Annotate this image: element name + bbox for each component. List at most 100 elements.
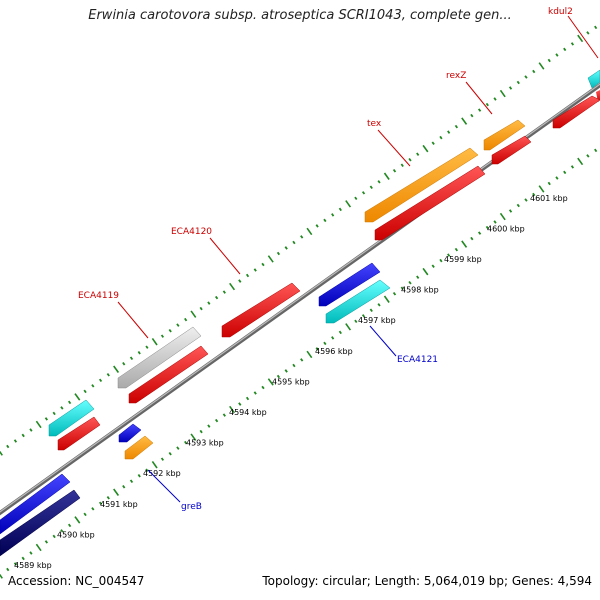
gene-label-eca4121[interactable]: ECA4121 xyxy=(397,355,438,365)
scale-tick xyxy=(13,439,18,443)
scale-tick xyxy=(499,89,506,98)
scale-tick xyxy=(168,451,172,456)
gene-block[interactable] xyxy=(0,473,71,535)
gene-label-eca4120[interactable]: ECA4120 xyxy=(171,227,212,237)
scale-tick xyxy=(222,290,226,294)
scale-tick xyxy=(44,417,49,421)
gene-label-tex[interactable]: tex xyxy=(367,119,382,129)
scale-tick xyxy=(416,275,420,279)
scale-tick xyxy=(477,108,482,112)
scale-tick xyxy=(113,365,120,373)
tick-label: 4590 kbp xyxy=(57,530,95,539)
scale-tick xyxy=(470,236,474,241)
scale-tick xyxy=(238,279,242,283)
scale-tick xyxy=(253,391,257,395)
scale-tick xyxy=(431,264,435,268)
scale-tick xyxy=(454,247,459,252)
scale-tick xyxy=(454,124,459,129)
scale-tick xyxy=(245,396,250,401)
scale-tick xyxy=(563,47,567,52)
scale-tick xyxy=(439,135,443,140)
scale-tick xyxy=(493,220,497,224)
scale-tick xyxy=(129,356,134,361)
gene-block[interactable] xyxy=(491,135,532,165)
scale-tick xyxy=(276,374,281,379)
gene-block[interactable] xyxy=(0,489,81,557)
scale-tick xyxy=(532,192,536,197)
scale-tick xyxy=(524,75,528,79)
gene-tex[interactable] xyxy=(364,147,479,223)
scale-tick xyxy=(400,286,404,291)
scale-tick xyxy=(122,361,126,366)
scale-tick xyxy=(461,117,468,125)
gene-eca4120[interactable] xyxy=(221,282,301,338)
scale-tick xyxy=(306,350,313,359)
scale-tick xyxy=(594,25,598,30)
gene-block[interactable] xyxy=(552,95,600,129)
tick-label: 4601 kbp xyxy=(530,194,568,203)
scale-tick xyxy=(524,198,528,202)
tick-label: 4598 kbp xyxy=(401,286,439,295)
gene-block[interactable] xyxy=(118,423,142,443)
scale-tick xyxy=(0,450,3,456)
scale-tick xyxy=(245,273,250,278)
gene-rexz[interactable] xyxy=(483,119,526,151)
scale-tick xyxy=(214,295,219,300)
gene-block[interactable] xyxy=(128,345,209,404)
gene-block[interactable] xyxy=(587,69,600,89)
scale-tick xyxy=(538,62,545,70)
scale-tick xyxy=(499,212,506,221)
gene-label-greb[interactable]: greB xyxy=(181,502,202,512)
scale-tick xyxy=(570,165,575,169)
scale-tick xyxy=(477,231,482,235)
map-title: Erwinia carotovora subsp. atroseptica SC… xyxy=(88,8,512,23)
scale-tick xyxy=(306,227,313,236)
scale-tick xyxy=(461,240,468,248)
gene-block[interactable] xyxy=(596,90,600,102)
gene-block[interactable] xyxy=(48,399,95,437)
scale-tick xyxy=(60,529,64,533)
scale-tick xyxy=(199,429,203,434)
scale-tick xyxy=(538,185,545,193)
gene-eca4121[interactable] xyxy=(325,279,391,324)
scale-tick xyxy=(447,253,451,257)
scale-tick xyxy=(52,411,56,416)
gene-label-eca4119[interactable]: ECA4119 xyxy=(78,291,119,301)
scale-tick xyxy=(98,378,103,383)
scale-tick xyxy=(555,176,559,180)
tick-label: 4594 kbp xyxy=(229,408,267,417)
gene-block[interactable] xyxy=(57,416,101,451)
scale-tick xyxy=(292,240,296,245)
scale-tick xyxy=(369,185,373,190)
scale-tick xyxy=(532,69,536,74)
scale-tick xyxy=(493,97,497,101)
scale-tick xyxy=(485,225,489,230)
scale-tick xyxy=(516,80,520,85)
scale-tick xyxy=(422,144,429,153)
scale-tick xyxy=(300,235,304,239)
gene-block[interactable] xyxy=(318,262,381,307)
gene-label-kdul2[interactable]: kdul2 xyxy=(548,7,573,17)
scale-tick xyxy=(323,218,327,223)
scale-tick xyxy=(151,337,158,346)
callout-lines xyxy=(117,15,599,503)
scale-tick xyxy=(98,501,103,506)
scale-tick xyxy=(267,378,274,386)
scale-tick xyxy=(547,181,551,186)
scale-tick xyxy=(6,567,10,572)
scale-tick xyxy=(345,323,352,331)
gene-greb[interactable] xyxy=(124,435,154,460)
scale-tick xyxy=(168,328,172,333)
gene-eca4119[interactable] xyxy=(117,326,202,389)
scale-tick xyxy=(447,130,451,134)
scale-tick xyxy=(253,268,257,272)
scale-tick xyxy=(222,413,226,417)
scale-tick xyxy=(422,267,429,276)
scale-tick xyxy=(377,303,381,307)
scale-tick xyxy=(555,53,559,57)
gene-label-rexz[interactable]: rexZ xyxy=(446,71,466,81)
gene-block[interactable] xyxy=(374,165,486,241)
scale-tick xyxy=(361,191,366,195)
scale-tick xyxy=(214,418,219,423)
scale-tick xyxy=(284,246,288,250)
